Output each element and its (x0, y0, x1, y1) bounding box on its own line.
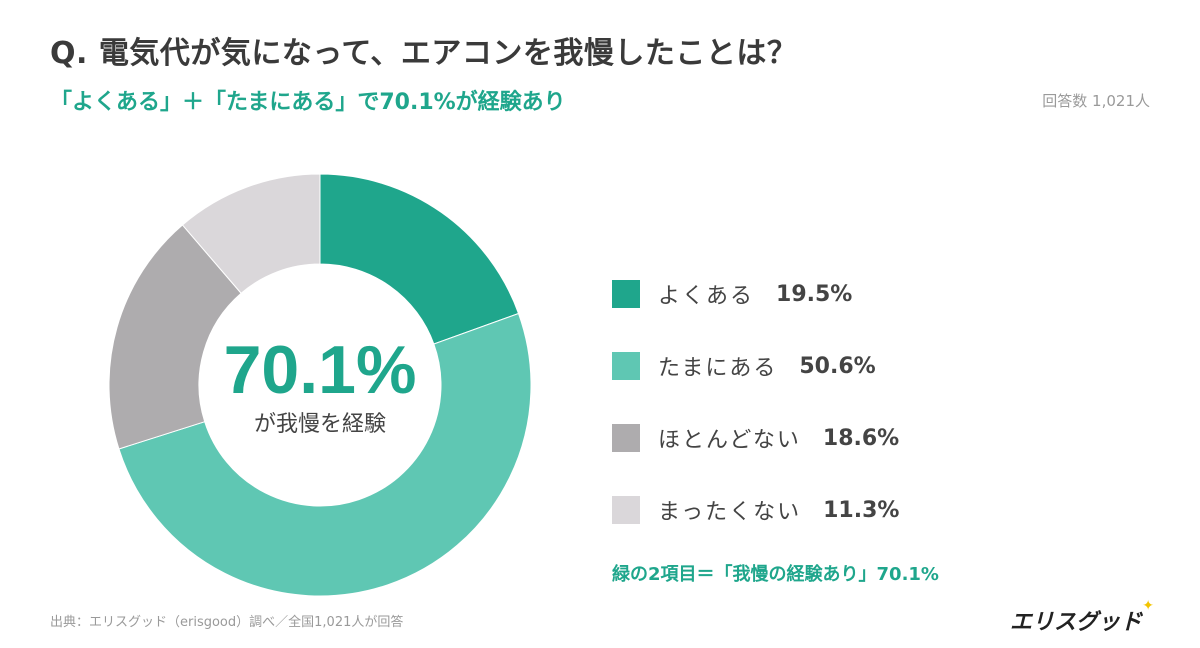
page-title: Q. 電気代が気になって、エアコンを我慢したことは？ (50, 36, 798, 71)
legend-swatch (612, 352, 640, 380)
center-caption: が我慢を経験 (254, 412, 386, 437)
legend-item: ほとんどない 18.6% (612, 420, 899, 456)
center-percentage: 70.1% (224, 332, 417, 408)
brand-logo: エリスグッド ✦ (1009, 598, 1154, 636)
legend-value: 50.6% (799, 353, 876, 379)
legend-swatch (612, 424, 640, 452)
page-subtitle: 「よくある」＋「たまにある」で70.1%が経験あり (50, 90, 566, 115)
legend-swatch (612, 280, 640, 308)
legend-value: 18.6% (822, 425, 900, 451)
legend-item: まったくない 11.3% (612, 492, 899, 528)
legend-label: まったくない (658, 500, 802, 525)
legend-swatch (612, 496, 640, 524)
donut-chart: 70.1% が我慢を経験 (108, 173, 532, 597)
legend-item: たまにある 50.6% (612, 348, 899, 384)
legend-item: よくある 19.5% (612, 276, 899, 312)
legend-label: よくある (658, 284, 755, 309)
brand-logo-text: エリスグッド (1009, 610, 1142, 635)
respondent-count: 回答数 1,021人 (1042, 92, 1150, 110)
legend-value: 19.5% (776, 281, 853, 307)
legend-value: 11.3% (823, 497, 900, 523)
legend-label: ほとんどない (658, 428, 801, 453)
sparkle-icon: ✦ (1142, 598, 1154, 614)
chart-legend: よくある 19.5% たまにある 50.6% ほとんどない 18.6% まったく… (612, 276, 899, 564)
summary-note: 緑の2項目＝「我慢の経験あり」70.1% (612, 564, 939, 585)
legend-label: たまにある (658, 356, 778, 381)
source-note: 出典：エリスグッド（erisgood）調べ／全国1,021人が回答 (50, 615, 404, 630)
donut-hole (199, 264, 441, 506)
